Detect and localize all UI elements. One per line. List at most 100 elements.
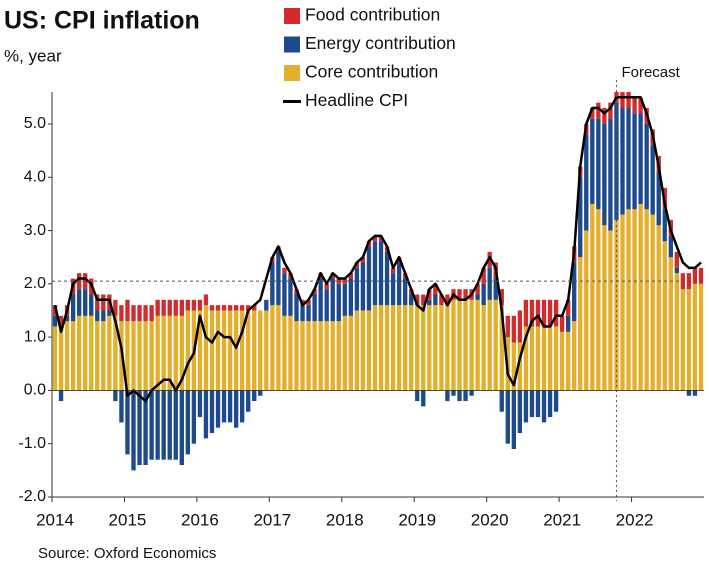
bar-segment	[324, 289, 329, 322]
bar-segment	[173, 299, 178, 316]
source-note: Source: Oxford Economics	[38, 545, 216, 562]
bar-segment	[475, 294, 480, 300]
bar-segment	[692, 267, 698, 284]
bar-segment	[336, 321, 341, 391]
bar-segment	[264, 299, 269, 311]
bar-segment	[312, 321, 317, 391]
bar-segment	[83, 315, 88, 391]
bar-segment	[674, 251, 680, 268]
bar-segment	[559, 331, 565, 391]
bar-segment	[360, 257, 366, 263]
bar-segment	[300, 305, 305, 322]
bar-segment	[650, 214, 655, 391]
bar-segment	[101, 310, 106, 322]
bar-segment	[185, 299, 191, 311]
y-tick-label: -1.0	[18, 435, 46, 452]
bar-segment	[378, 241, 384, 306]
bar-segment	[463, 390, 468, 402]
bar-segment	[572, 262, 577, 322]
bar-segment	[686, 390, 692, 396]
bar-segment	[674, 273, 680, 391]
bar-segment	[463, 289, 468, 300]
y-tick-label: 2.0	[24, 275, 46, 292]
bar-segment	[155, 315, 160, 391]
bar-segment	[481, 267, 486, 284]
bar-segment	[318, 278, 323, 322]
bar-segment	[535, 326, 541, 391]
bar-segment	[282, 267, 287, 274]
bar-segment	[433, 283, 438, 295]
y-tick-label: 4.0	[24, 168, 46, 185]
bar-segment	[185, 310, 191, 391]
bar-segment	[396, 262, 402, 306]
bar-segment	[620, 107, 625, 215]
bar-segment	[149, 390, 154, 460]
bar-segment	[221, 310, 227, 391]
legend-swatch	[284, 65, 300, 81]
bar-segment	[378, 305, 384, 391]
bar-segment	[372, 305, 378, 391]
bar-segment	[300, 321, 305, 391]
bar-segment	[294, 294, 299, 322]
bar-segment	[415, 294, 420, 306]
bar-segment	[698, 283, 704, 391]
bar-segment	[608, 102, 613, 119]
bar-segment	[288, 278, 293, 316]
bar-segment	[209, 305, 215, 311]
bar-segment	[173, 315, 178, 391]
bar-segment	[529, 299, 535, 327]
bar-segment	[415, 390, 420, 402]
bar-segment	[596, 102, 601, 119]
bar-segment	[541, 326, 547, 391]
bar-segment	[252, 310, 257, 391]
bar-segment	[692, 390, 698, 396]
bar-segment	[499, 390, 504, 412]
bar-segment	[409, 305, 414, 391]
bar-segment	[191, 299, 197, 311]
bar-segment	[70, 321, 76, 391]
y-tick-label: 1.0	[24, 328, 46, 345]
bar-segment	[487, 251, 492, 268]
bar-segment	[209, 390, 215, 434]
bar-segment	[553, 326, 559, 391]
bar-segment	[384, 251, 390, 306]
bar-segment	[215, 390, 221, 428]
bar-segment	[481, 283, 486, 306]
bar-segment	[481, 305, 486, 391]
bar-segment	[191, 390, 197, 444]
bar-segment	[83, 273, 88, 290]
bar-segment	[58, 315, 64, 327]
bar-segment	[590, 203, 595, 391]
bar-segment	[101, 321, 106, 391]
bar-segment	[632, 113, 637, 210]
bar-segment	[402, 305, 408, 391]
bar-segment	[445, 390, 450, 402]
bar-segment	[203, 305, 209, 391]
bar-segment	[674, 267, 680, 274]
bar-segment	[89, 315, 94, 391]
bar-segment	[626, 92, 631, 108]
bar-segment	[390, 267, 396, 274]
bar-segment	[215, 310, 221, 391]
bar-segment	[227, 305, 233, 311]
bar-segment	[523, 326, 529, 391]
bar-segment	[421, 294, 426, 306]
bar-segment	[76, 273, 82, 290]
bar-segment	[608, 230, 613, 391]
bar-segment	[596, 118, 601, 210]
bar-segment	[70, 294, 76, 322]
bar-segment	[227, 310, 233, 391]
bar-segment	[499, 305, 504, 391]
bar-segment	[221, 305, 227, 311]
bar-segment	[402, 278, 408, 306]
bar-segment	[517, 310, 523, 343]
bar-segment	[360, 310, 366, 391]
bar-segment	[632, 209, 637, 391]
bar-segment	[161, 315, 166, 391]
x-tick-label: 2016	[181, 510, 219, 529]
bar-segment	[264, 310, 269, 391]
bar-segment	[348, 273, 354, 279]
bar-segment	[306, 299, 311, 306]
bar-segment	[125, 299, 130, 322]
bar-segment	[348, 278, 354, 316]
